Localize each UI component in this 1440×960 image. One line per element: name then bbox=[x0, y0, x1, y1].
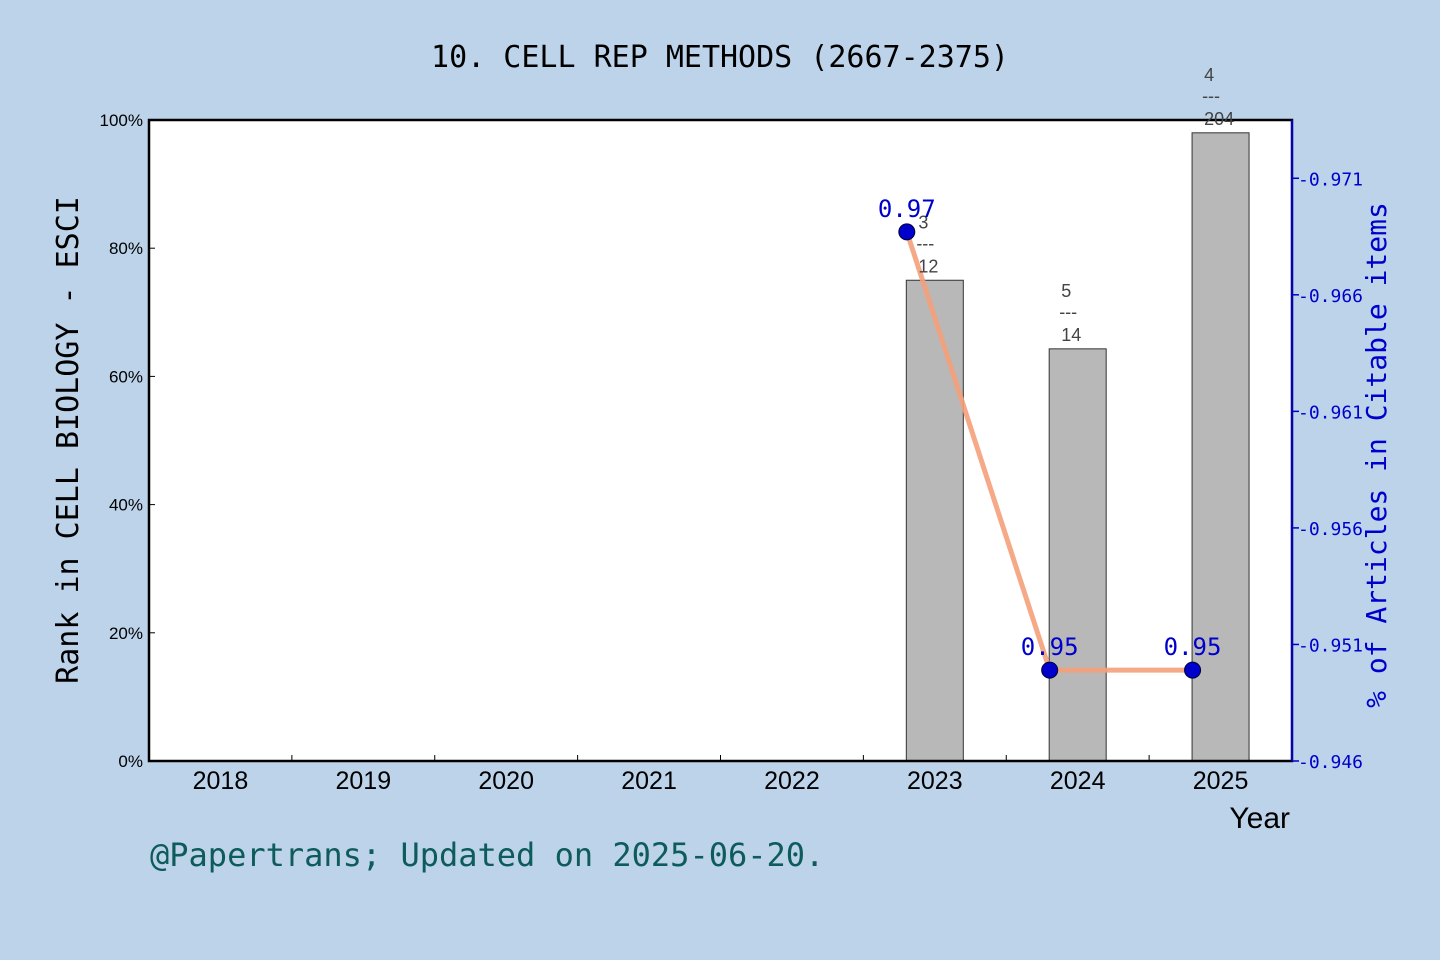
line-point-2023 bbox=[898, 223, 916, 241]
plot-area bbox=[149, 120, 1292, 761]
chart-title: 10. CELL REP METHODS (2667-2375) bbox=[431, 40, 1009, 75]
y-left-tick-label: 100% bbox=[100, 111, 143, 130]
line-point-label-2023: 0.97 bbox=[878, 195, 936, 223]
line-point-2024 bbox=[1041, 661, 1059, 679]
x-axis-label: Year bbox=[1229, 802, 1290, 835]
x-tick-label-2022: 2022 bbox=[764, 767, 820, 795]
x-tick-label-2025: 2025 bbox=[1193, 767, 1249, 795]
line-point-label-2025: 0.95 bbox=[1164, 633, 1222, 661]
y-right-tick-label: -0.951 bbox=[1298, 635, 1363, 656]
bar-2025 bbox=[1191, 132, 1250, 762]
y-right-tick-label: -0.961 bbox=[1298, 402, 1363, 423]
bar-numerator-2023: 3 bbox=[918, 212, 928, 232]
bar-numerator-2025: 4 bbox=[1204, 65, 1214, 85]
y-axis-left-label: Rank in CELL BIOLOGY - ESCI bbox=[51, 196, 86, 684]
line-point-label-2024: 0.95 bbox=[1021, 633, 1079, 661]
y-left-tick-label: 20% bbox=[109, 624, 143, 643]
x-tick-label-2019: 2019 bbox=[336, 767, 392, 795]
y-left-tick-label: 40% bbox=[109, 496, 143, 515]
bar-separator-2023: --- bbox=[916, 233, 934, 253]
axes bbox=[147, 118, 1299, 763]
y-left-tick-label: 80% bbox=[109, 239, 143, 258]
x-tick-label-2023: 2023 bbox=[907, 767, 963, 795]
footer-credit: @Papertrans; Updated on 2025-06-20. bbox=[150, 836, 824, 874]
bar-denominator-2023: 12 bbox=[918, 256, 938, 276]
y-right-tick-label: -0.971 bbox=[1298, 169, 1363, 190]
y-right-tick-label: -0.956 bbox=[1298, 519, 1363, 540]
bar-2024 bbox=[1048, 348, 1107, 762]
bar-denominator-2024: 14 bbox=[1061, 325, 1081, 345]
line-point-2025 bbox=[1184, 661, 1202, 679]
bar-separator-2025: --- bbox=[1202, 86, 1220, 106]
x-tick-label-2024: 2024 bbox=[1050, 767, 1106, 795]
bar-separator-2024: --- bbox=[1059, 302, 1077, 322]
y-left-tick-label: 0% bbox=[118, 752, 143, 771]
x-tick-label-2020: 2020 bbox=[478, 767, 534, 795]
y-axis-right-label: % of Articles in Citable items bbox=[1360, 202, 1393, 708]
x-tick-label-2018: 2018 bbox=[193, 767, 249, 795]
y-right-tick-label: -0.966 bbox=[1298, 286, 1363, 307]
line-series bbox=[898, 223, 1202, 679]
bar-denominator-2025: 204 bbox=[1204, 109, 1234, 129]
x-tick-label-2021: 2021 bbox=[621, 767, 677, 795]
bar-numerator-2024: 5 bbox=[1061, 281, 1071, 301]
y-right-tick-label: -0.946 bbox=[1298, 752, 1363, 773]
bar-2023 bbox=[905, 279, 964, 762]
bars bbox=[905, 132, 1250, 762]
y-left-tick-label: 60% bbox=[109, 367, 143, 386]
